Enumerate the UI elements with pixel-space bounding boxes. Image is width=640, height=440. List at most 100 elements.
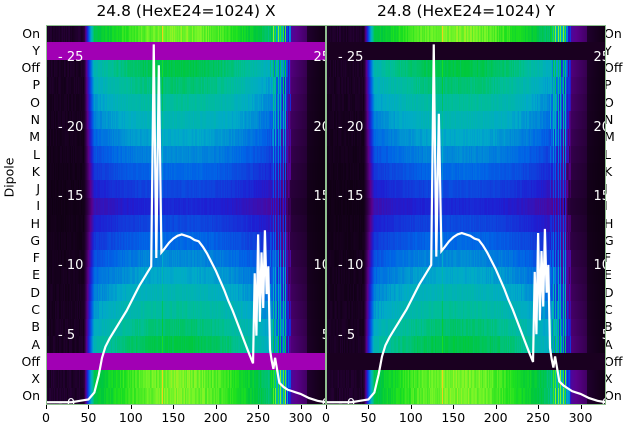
heatmap-row-6 — [326, 128, 606, 147]
category-tick-f-13: F — [604, 250, 612, 266]
x-tick-mark-50 — [368, 405, 370, 409]
category-tick-on-0: On — [604, 25, 622, 41]
category-tick-l-7: L — [33, 146, 40, 162]
category-tick-on-0: On — [22, 25, 40, 41]
heatmap-row-21 — [46, 387, 326, 405]
x-tick-mark-0 — [46, 405, 47, 409]
category-tick-off-19: Off — [604, 353, 623, 369]
x-tick-mark-200 — [495, 405, 497, 409]
category-tick-on-21: On — [22, 388, 40, 404]
heatmap-row-20 — [326, 370, 606, 389]
inner-ytick-right-0: 0 — [321, 397, 326, 405]
x-tick-label-100: 100 — [118, 410, 143, 425]
x-tick-mark-250 — [258, 405, 260, 409]
inner-ytick-5: - 5 — [58, 327, 76, 343]
heatmap-panel-right[interactable]: - 25 25 - 20 20 - 15 15 - 10 10 - 5 5 - 0 0 — [326, 25, 606, 405]
x-axis-right: 0 50 100 150 200 250 300 — [322, 405, 606, 437]
heatmap-row-7 — [326, 145, 606, 164]
heatmap-row-18 — [46, 335, 326, 354]
heatmap-row-1 — [326, 42, 606, 61]
inner-ytick-right-0: 0 — [601, 397, 606, 405]
inner-ytick-right-20: 20 — [313, 119, 326, 135]
x-tick-mark-200 — [215, 405, 217, 409]
x-tick-mark-150 — [173, 405, 175, 409]
inner-ytick-15: - 15 — [338, 188, 364, 204]
x-tick-label-0: 0 — [42, 410, 50, 425]
category-tick-on-21: On — [604, 388, 622, 404]
category-tick-k-8: K — [31, 163, 40, 179]
category-tick-o-4: O — [604, 94, 614, 110]
inner-ytick-right-10: 10 — [593, 258, 606, 274]
heatmap-row-2 — [46, 59, 326, 78]
heatmap-panel-left[interactable]: - 25 25 - 20 20 - 15 15 - 10 10 - 5 5 - 0 0 — [46, 25, 326, 405]
x-tick-label-250: 250 — [246, 410, 271, 425]
x-tick-mark-100 — [410, 405, 412, 409]
heatmap-row-3 — [46, 76, 326, 95]
heatmap-row-9 — [326, 180, 606, 199]
inner-ytick-right-25: 25 — [313, 50, 326, 66]
inner-ytick-25: - 25 — [58, 50, 84, 66]
category-tick-o-4: O — [30, 94, 40, 110]
heatmap-row-5 — [46, 111, 326, 130]
inner-ytick-10: - 10 — [58, 258, 84, 274]
heatmap-row-11 — [326, 215, 606, 233]
category-tick-p-3: P — [604, 77, 612, 93]
inner-ytick-right-5: 5 — [321, 327, 326, 343]
x-tick-label-300: 300 — [288, 410, 313, 425]
category-tick-m-6: M — [29, 129, 40, 145]
x-tick-label-300: 300 — [568, 410, 593, 425]
heatmap-row-21 — [326, 387, 606, 405]
inner-ytick-20: - 20 — [338, 119, 364, 135]
panel-title-right: 24.8 (HexE24=1024) Y — [377, 2, 555, 20]
category-tick-a-18: A — [31, 336, 40, 352]
inner-ytick-right-5: 5 — [601, 327, 606, 343]
category-tick-y-1: Y — [604, 42, 612, 58]
x-tick-label-50: 50 — [360, 410, 377, 425]
heatmap-row-19 — [46, 353, 326, 372]
heatmap-row-2 — [326, 59, 606, 78]
category-tick-k-8: K — [604, 163, 613, 179]
inner-ytick-15: - 15 — [58, 188, 84, 204]
category-tick-b-17: B — [604, 319, 613, 335]
inner-ytick-5: - 5 — [338, 327, 356, 343]
category-tick-off-19: Off — [21, 353, 40, 369]
heatmap-row-6 — [46, 128, 326, 147]
category-tick-l-7: L — [604, 146, 611, 162]
heatmap-row-16 — [46, 301, 326, 320]
category-tick-j-9: J — [604, 182, 638, 195]
heatmap-row-19 — [326, 353, 606, 372]
heatmap-row-4 — [46, 94, 326, 112]
heatmap-row-5 — [326, 111, 606, 130]
inner-ytick-right-20: 20 — [593, 119, 606, 135]
heatmap-row-13 — [46, 249, 326, 268]
category-tick-e-14: E — [604, 267, 612, 283]
category-axis-left: On Y Off P O N M L K J I H G F E D C B A Off X On — [6, 25, 40, 405]
heatmap-row-10 — [46, 197, 326, 216]
category-tick-g-12: G — [30, 232, 40, 248]
heatmap-row-10 — [326, 197, 606, 216]
heatmap-row-1 — [46, 42, 326, 61]
x-tick-mark-0 — [326, 405, 327, 409]
heatmap-row-14 — [326, 266, 606, 285]
category-tick-n-5: N — [604, 112, 614, 127]
heatmap-row-3 — [326, 76, 606, 95]
heatmap-row-4 — [326, 94, 606, 112]
x-axis-left: 0 50 100 150 200 250 300 — [42, 405, 326, 437]
heatmap-row-7 — [46, 145, 326, 164]
inner-ytick-0: - 0 — [58, 397, 76, 405]
x-tick-label-200: 200 — [483, 410, 508, 425]
category-tick-n-5: N — [30, 112, 40, 127]
inner-ytick-right-25: 25 — [593, 50, 606, 66]
heatmap-row-15 — [46, 284, 326, 302]
x-tick-mark-100 — [130, 405, 132, 409]
category-tick-g-12: G — [604, 232, 614, 248]
x-tick-mark-300 — [300, 405, 302, 409]
x-tick-mark-250 — [538, 405, 540, 409]
x-tick-label-100: 100 — [398, 410, 423, 425]
x-tick-label-150: 150 — [161, 410, 186, 425]
category-tick-h-11: H — [604, 215, 614, 231]
category-tick-x-20: X — [604, 371, 613, 387]
heatmap-row-8 — [46, 163, 326, 182]
